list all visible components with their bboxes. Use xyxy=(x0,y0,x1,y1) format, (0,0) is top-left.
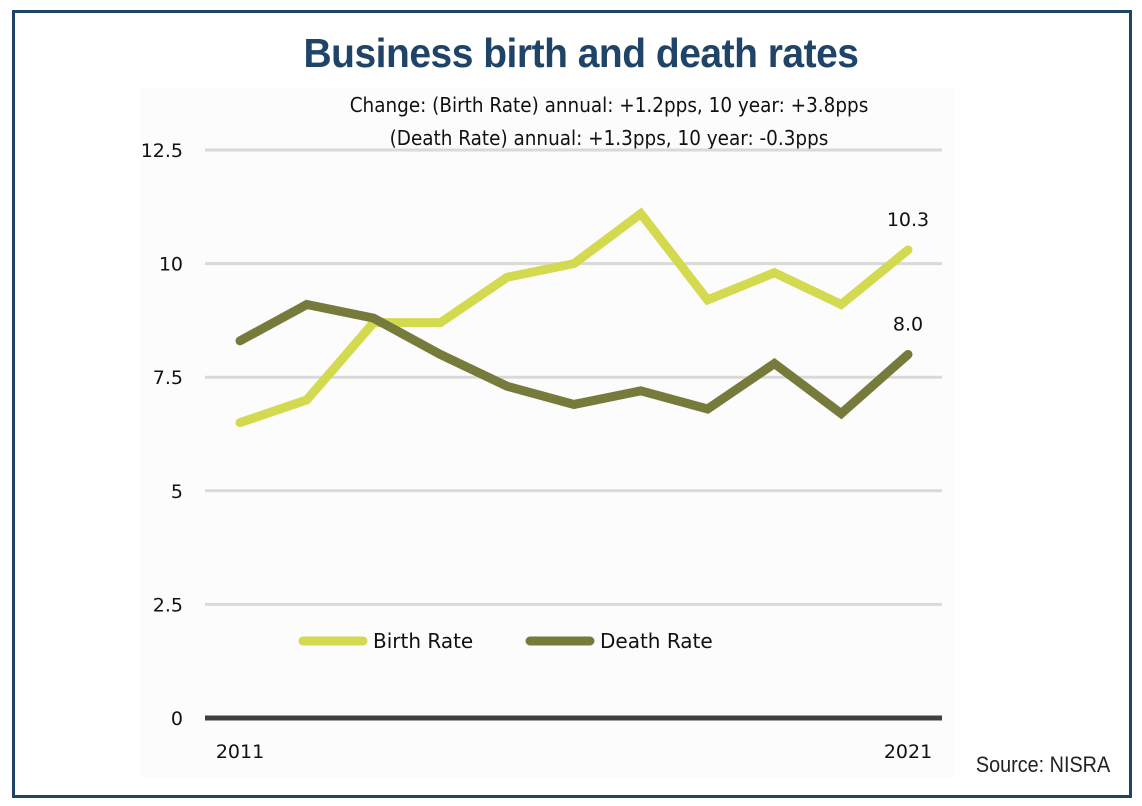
chart-subtitle-birth: Change: (Birth Rate) annual: +1.2pps, 10… xyxy=(349,93,869,117)
y-tick-label: 5 xyxy=(171,481,183,503)
y-tick-label: 2.5 xyxy=(153,594,183,616)
y-tick-label: 12.5 xyxy=(141,140,183,162)
y-tick-label: 7.5 xyxy=(153,367,183,389)
data-label: 8.0 xyxy=(893,313,923,335)
plot-area-background xyxy=(140,88,955,778)
legend-label: Death Rate xyxy=(600,629,713,653)
chart-title: Business birth and death rates xyxy=(303,30,859,76)
y-tick-label: 0 xyxy=(171,708,183,730)
source-note: Source: NISRA xyxy=(975,752,1110,777)
data-label: 10.3 xyxy=(887,209,929,231)
x-tick-label: 2011 xyxy=(216,741,264,763)
chart-subtitle-death: (Death Rate) annual: +1.3pps, 10 year: -… xyxy=(389,126,829,150)
legend-label: Birth Rate xyxy=(373,629,473,653)
y-tick-label: 10 xyxy=(159,254,183,276)
x-tick-label: 2021 xyxy=(884,741,932,763)
